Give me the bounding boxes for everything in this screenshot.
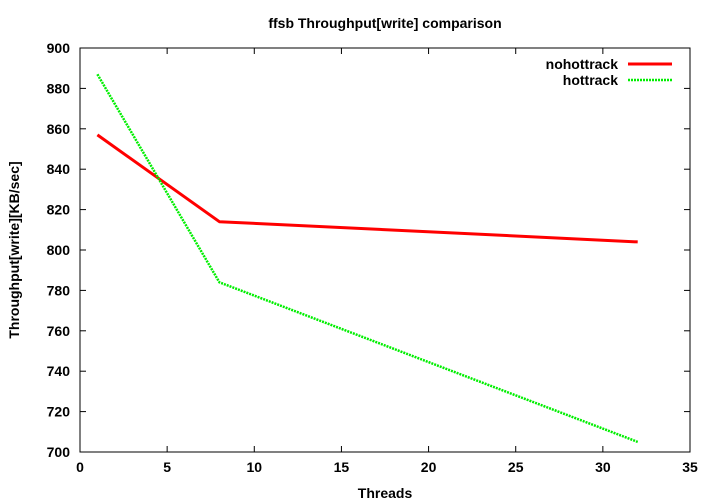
y-tick-label: 860 — [47, 121, 71, 137]
series-layer — [96, 73, 639, 444]
legend-label-hottrack: hottrack — [563, 72, 618, 88]
y-tick-label: 820 — [47, 202, 71, 218]
series-line-hottrack — [96, 73, 639, 444]
x-tick-label: 25 — [508, 459, 524, 475]
y-tick-label: 800 — [47, 242, 71, 258]
y-tick-label: 740 — [47, 363, 71, 379]
y-tick-label: 900 — [47, 40, 71, 56]
x-axis-label: Threads — [358, 485, 413, 501]
y-tick-label: 700 — [47, 444, 71, 460]
plot-area — [79, 47, 691, 453]
y-tick-label: 780 — [47, 282, 71, 298]
x-tick-label: 35 — [682, 459, 698, 475]
legend-label-nohottrack: nohottrack — [546, 56, 619, 72]
x-tick-label: 30 — [595, 459, 611, 475]
x-tick-label: 20 — [421, 459, 437, 475]
y-tick-label: 720 — [47, 404, 71, 420]
plot-frame — [79, 47, 691, 453]
x-tick-label: 10 — [246, 459, 262, 475]
x-tick-label: 15 — [334, 459, 350, 475]
y-tick-label: 840 — [47, 161, 71, 177]
chart-title: ffsb Throughput[write] comparison — [268, 15, 501, 31]
axis-ticks: 0 5 10 15 20 25 30 35 700 720 740 760 780 800 820 840 86… — [47, 40, 698, 475]
y-axis-label: Throughput[write][KB/sec] — [6, 161, 22, 338]
x-tick-label: 5 — [163, 459, 171, 475]
y-tick-label: 760 — [47, 323, 71, 339]
x-tick-label: 0 — [76, 459, 84, 475]
series-line-nohottrack — [96, 133, 638, 244]
y-tick-label: 880 — [47, 80, 71, 96]
